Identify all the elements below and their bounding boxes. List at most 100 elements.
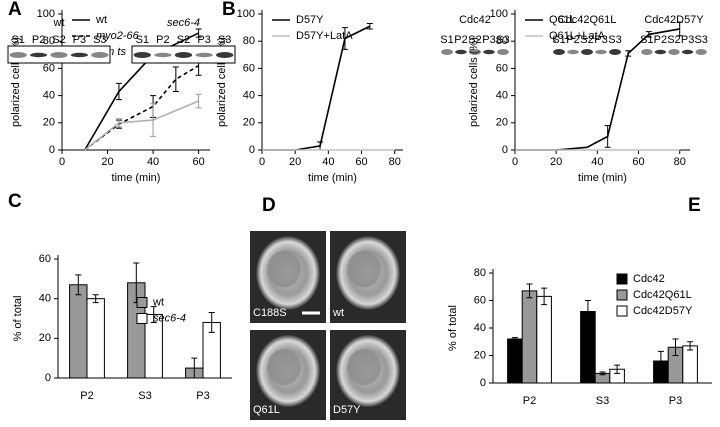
blot-band — [50, 52, 68, 58]
vacuole — [267, 349, 301, 385]
y-tick-label: 80 — [243, 35, 255, 47]
blot-band — [595, 49, 607, 55]
blot-lane-label: S1 — [136, 34, 149, 46]
y-axis-label: % of total — [12, 296, 24, 342]
error-bar — [526, 283, 533, 299]
y-tick-label: 60 — [243, 62, 255, 74]
legend-label: Cdc42Q61L — [633, 289, 692, 301]
x-tick-label: 0 — [259, 156, 265, 168]
legend-label: D57Y — [296, 14, 324, 26]
y-tick-label: 80 — [474, 267, 486, 279]
micrograph-label: C188S — [253, 307, 287, 319]
panel-label: C — [8, 191, 22, 212]
y-tick-label: 60 — [39, 253, 51, 265]
blot-group-label: Cdc42Q61L — [558, 14, 617, 26]
blot-band — [70, 52, 88, 58]
x-axis-label: time (min) — [308, 172, 357, 184]
error-bar — [657, 350, 664, 372]
blot-band — [174, 52, 193, 58]
blot-lane-label: S3 — [218, 34, 231, 46]
line — [84, 32, 199, 151]
x-tick-label: 20 — [289, 156, 301, 168]
blot-lane-label: S2 — [580, 34, 593, 46]
error-bar — [150, 306, 157, 323]
legend-swatch — [616, 273, 628, 285]
bar — [507, 338, 523, 384]
x-tick-label: 0 — [59, 156, 65, 168]
blot-lane-label: S1 — [640, 34, 653, 46]
y-axis-label: % of total — [447, 305, 459, 351]
legend-label: myo2-66 — [96, 30, 140, 42]
x-tick-label: 60 — [355, 156, 367, 168]
blot-lane-label: S3 — [694, 34, 707, 46]
x-tick-label: P2 — [80, 390, 93, 402]
blot-lane-label: S1 — [11, 34, 24, 46]
blot-lane-label: S3 — [93, 34, 106, 46]
error-bar — [672, 338, 679, 356]
micrograph-label: wt — [332, 307, 344, 319]
legend-swatch — [136, 297, 148, 308]
y-tick-label: 0 — [49, 144, 55, 156]
blot-band — [695, 49, 707, 55]
y-tick-label: 40 — [496, 90, 508, 102]
blot-lane-label: P2 — [156, 34, 169, 46]
error-bar — [191, 357, 198, 379]
blot-band — [497, 49, 509, 55]
legend-label: wt — [95, 14, 107, 26]
legend-label: wt — [152, 296, 164, 308]
panel-label: D — [262, 195, 276, 216]
error-bar — [541, 287, 548, 306]
line — [84, 100, 199, 151]
error-bar — [172, 66, 179, 93]
error-bar — [625, 50, 632, 57]
x-tick-label: S3 — [596, 395, 609, 407]
error-bar — [341, 27, 348, 50]
x-tick-label: P3 — [669, 395, 682, 407]
y-tick-label: 80 — [496, 35, 508, 47]
blot-band — [609, 49, 621, 55]
y-tick-label: 40 — [474, 322, 486, 334]
blot-band — [654, 49, 667, 55]
y-tick-label: 0 — [249, 144, 255, 156]
blot-band — [9, 52, 27, 58]
error-bar — [604, 125, 611, 148]
x-tick-label: S3 — [138, 390, 151, 402]
error-bar — [584, 300, 591, 323]
blot-lane-label: S2 — [52, 34, 65, 46]
y-axis-label: polarized cells (%) — [468, 37, 480, 127]
blot-band — [567, 49, 579, 55]
y-tick-label: 20 — [39, 332, 51, 344]
blot-lane-label: P3 — [594, 34, 607, 46]
bar — [682, 345, 698, 384]
x-tick-label: 40 — [322, 156, 334, 168]
panel-label: A — [8, 0, 22, 20]
legend-swatch — [616, 305, 628, 317]
line — [262, 25, 371, 151]
y-tick-label: 0 — [45, 372, 51, 384]
y-tick-label: 20 — [474, 349, 486, 361]
error-bar — [645, 31, 652, 38]
blot-band — [469, 49, 481, 55]
y-tick-label: 100 — [490, 8, 508, 20]
x-axis-label: time (min) — [112, 172, 161, 184]
legend-swatch — [136, 313, 148, 324]
legend-label: Q61L+LatA — [549, 30, 606, 42]
error-bar — [511, 337, 518, 341]
error-bar — [366, 23, 373, 30]
bar — [86, 298, 105, 379]
legend-label: sec6-4 — [153, 312, 186, 324]
blot-band — [154, 52, 172, 58]
vacuole — [347, 250, 381, 288]
panel-label: B — [222, 0, 236, 20]
blot-lane-label: P3 — [197, 34, 210, 46]
blot-band — [581, 49, 593, 55]
x-tick-label: 40 — [147, 156, 159, 168]
error-bar — [195, 28, 202, 38]
y-tick-label: 0 — [502, 144, 508, 156]
micrograph-label: D57Y — [333, 404, 361, 416]
blot-lane-label: S3 — [496, 34, 509, 46]
bar — [521, 290, 538, 384]
y-tick-label: 60 — [496, 62, 508, 74]
error-bar — [599, 371, 606, 376]
